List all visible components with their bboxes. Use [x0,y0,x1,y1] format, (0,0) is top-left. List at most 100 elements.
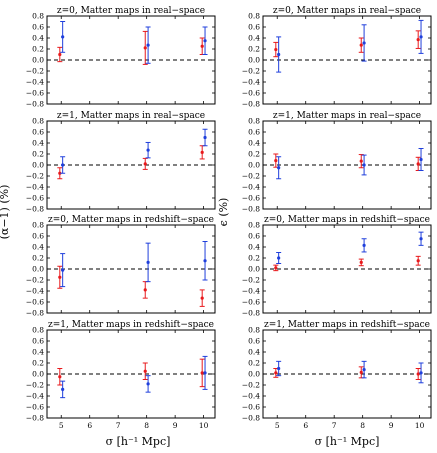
panel-left-3: z=1, Matter maps in redshift−space −0.8 −0… [26,320,216,430]
data-point [143,162,147,166]
x-tick-label: 7 [116,421,121,430]
data-point [362,163,366,167]
x-axis-label-right: σ [h⁻¹ Mpc] [315,435,380,448]
plot-frame [262,15,432,105]
panel-title: z=0, Matter maps in redshift−space [264,215,430,225]
data-point [143,288,147,292]
panel-title: z=0, Matter maps in redshift−space [48,215,214,225]
y-tick-label: 0.4 [248,243,260,252]
data-point [203,135,207,140]
x-tick-label: 9 [389,421,394,430]
data-point [419,35,423,39]
y-tick-label: 0.2 [248,254,260,263]
y-axis-label-right: ϵ (%) [217,198,230,227]
y-tick-label: 0.4 [32,34,44,43]
data-point [274,266,278,270]
x-tick-label: 7 [332,421,337,430]
data-point [143,46,147,50]
y-tick-label: 0.4 [32,348,44,357]
x-tick-label: 8 [144,421,149,430]
y-tick-label: 0.6 [248,23,260,32]
y-tick-label: 0.2 [32,254,44,263]
plot-frame [46,224,216,314]
panel-right-3: z=1, Matter maps in redshift−space −0.8 −0… [242,320,432,430]
y-tick-label: 0.2 [32,150,44,159]
data-point [200,150,204,154]
data-point [359,370,363,374]
y-tick-label: 0.8 [32,117,44,126]
data-point [146,382,150,386]
panel-right-2: z=0, Matter maps in redshift−space −0.8 −0… [242,215,432,318]
y-tick-label: 0.2 [248,45,260,54]
x-tick-label: 5 [59,421,64,430]
data-point [277,52,281,57]
data-point [419,371,423,375]
y-tick-label: 0.6 [32,337,44,346]
x-tick-label: 10 [199,421,209,430]
data-point [362,368,366,372]
data-point [146,260,150,264]
y-tick-label: −0.4 [242,392,260,401]
y-tick-label: 0.8 [248,117,260,126]
y-tick-label: 0.0 [248,161,260,170]
y-tick-label: 0.0 [248,370,260,379]
data-point [416,372,420,376]
data-point [200,296,204,300]
y-tick-label: 0.8 [248,12,260,21]
y-tick-label: −0.2 [242,276,260,285]
y-tick-label: 0.8 [32,326,44,335]
y-tick-label: −0.4 [26,287,44,296]
y-tick-label: 0.0 [248,265,260,274]
x-tick-label: 8 [360,421,365,430]
y-tick-label: −0.6 [26,194,44,203]
y-tick-label: −0.4 [242,287,260,296]
y-tick-label: 0.2 [32,45,44,54]
data-point [419,237,423,241]
data-point [203,39,207,43]
panels: z=0, Matter maps in real−space −0.8 −0.6 −0… [26,6,432,430]
y-tick-label: −0.8 [242,414,260,423]
y-tick-label: −0.6 [242,298,260,307]
data-point [146,43,150,47]
x-tick-label: 10 [415,421,425,430]
y-tick-label: 0.4 [248,34,260,43]
data-point [58,171,62,175]
y-axis-label-left: (α−1) (%) [0,185,11,240]
panel-title: z=1, Matter maps in real−space [273,111,421,121]
data-point [362,41,366,45]
y-tick-label: 0.0 [248,56,260,65]
data-point [359,260,363,264]
data-point [203,371,207,375]
data-point [419,157,423,162]
y-tick-label: 0.0 [32,56,44,65]
y-tick-label: −0.2 [26,172,44,181]
panel-title: z=1, Matter maps in redshift−space [264,320,430,330]
x-tick-label: 5 [275,421,280,430]
y-tick-label: −0.6 [242,403,260,412]
panel-left-0: z=0, Matter maps in real−space −0.8 −0.6 −0… [26,6,216,109]
y-tick-label: 0.8 [32,12,44,21]
y-tick-label: −0.2 [242,172,260,181]
data-point [58,275,62,279]
y-tick-label: −0.4 [242,78,260,87]
plot-frame [46,329,216,419]
plot-frame [46,120,216,210]
data-point [200,44,204,48]
y-tick-label: 0.6 [32,232,44,241]
panel-title: z=0, Matter maps in real−space [273,6,421,16]
x-tick-label: 9 [173,421,178,430]
data-point [277,166,281,170]
data-point [203,259,207,263]
y-tick-label: 0.8 [248,326,260,335]
y-tick-label: −0.4 [26,392,44,401]
data-point [61,387,65,391]
data-point [146,148,150,152]
x-axis-label-left: σ [h⁻¹ Mpc] [106,435,171,448]
y-tick-label: 0.2 [32,359,44,368]
y-tick-label: 0.4 [248,348,260,357]
y-tick-label: −0.8 [26,205,44,214]
data-point [61,163,65,167]
data-point [274,47,278,52]
y-tick-label: 0.0 [32,370,44,379]
data-point [274,159,278,163]
